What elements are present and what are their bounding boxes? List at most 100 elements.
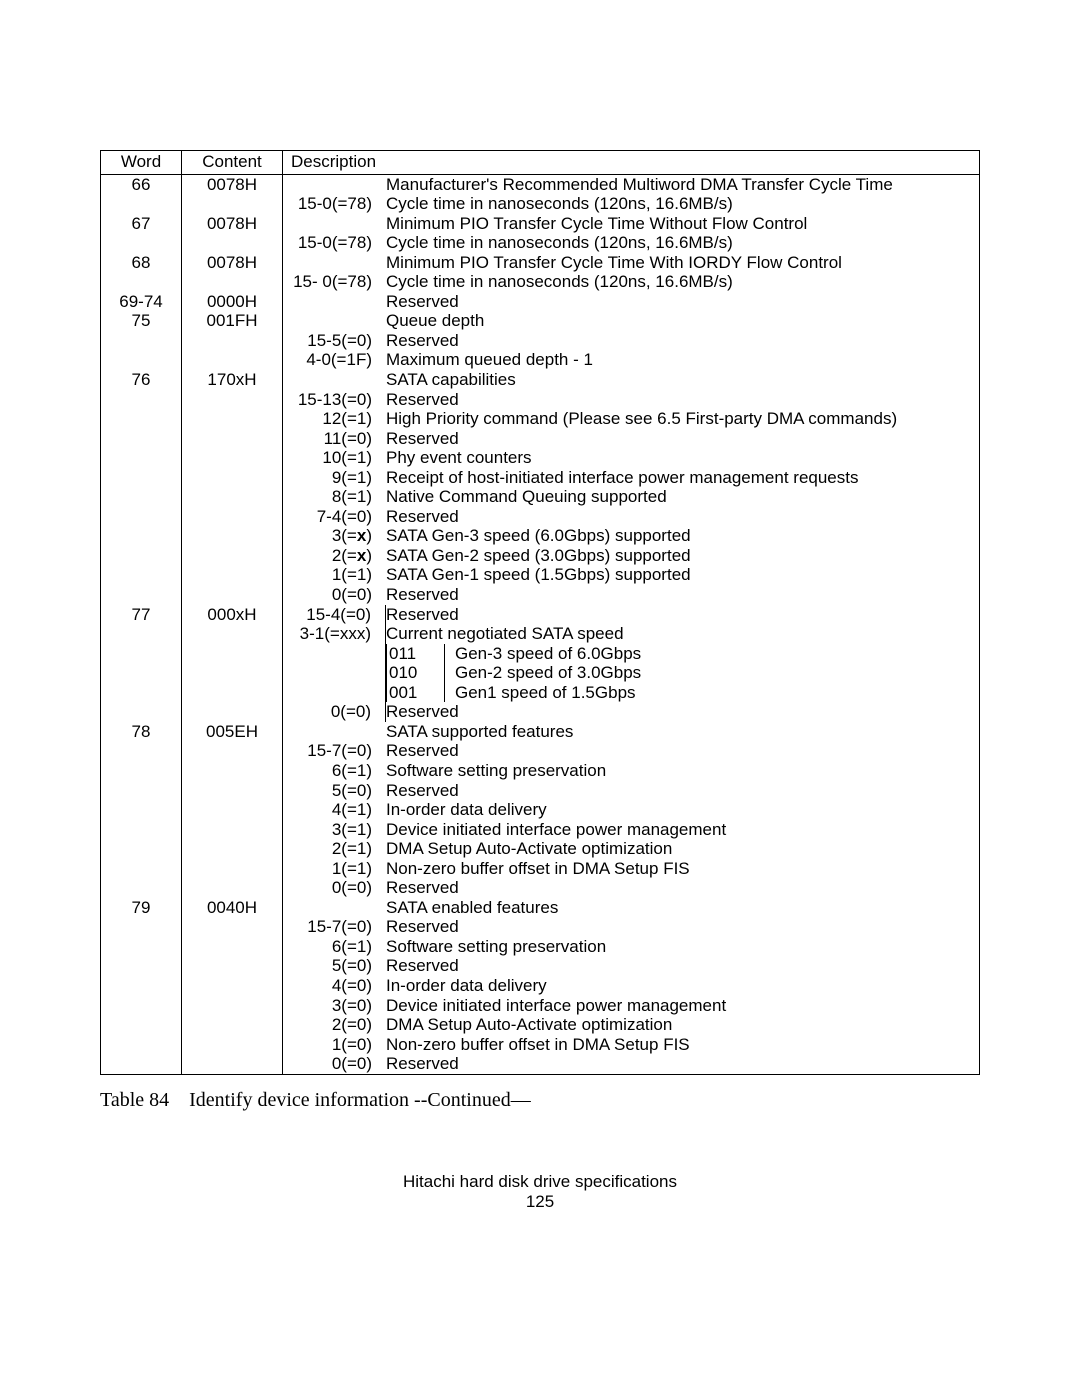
- cell-content: [182, 976, 283, 996]
- cell-content: [182, 781, 283, 801]
- cell-content: 0078H: [182, 214, 283, 234]
- description-text: In-order data delivery: [386, 976, 979, 996]
- cell-content: [182, 741, 283, 761]
- cell-content: [182, 663, 283, 683]
- description-text: Reserved: [386, 585, 979, 605]
- bits-field: 10(=1): [291, 448, 386, 468]
- description-text: Cycle time in nanoseconds (120ns, 16.6MB…: [386, 233, 979, 253]
- cell-description: SATA capabilities: [283, 370, 980, 390]
- description-text: Minimum PIO Transfer Cycle Time Without …: [386, 214, 979, 234]
- table-row: 15-7(=0)Reserved: [101, 741, 980, 761]
- table-row: 680078HMinimum PIO Transfer Cycle Time W…: [101, 253, 980, 273]
- cell-content: [182, 1035, 283, 1055]
- description-text: Cycle time in nanoseconds (120ns, 16.6MB…: [386, 272, 979, 292]
- cell-word: [101, 859, 182, 879]
- table-row: 8(=1)Native Command Queuing supported: [101, 487, 980, 507]
- cell-word: [101, 487, 182, 507]
- cell-description: 3(=0)Device initiated interface power ma…: [283, 996, 980, 1016]
- cell-description: 4(=0)In-order data delivery: [283, 976, 980, 996]
- bits-field: 2(=1): [291, 839, 386, 859]
- cell-word: [101, 761, 182, 781]
- cell-word: [101, 781, 182, 801]
- bits-field: 1(=0): [291, 1035, 386, 1055]
- table-row: 011Gen-3 speed of 6.0Gbps: [101, 644, 980, 664]
- cell-description: 2(=1)DMA Setup Auto-Activate optimizatio…: [283, 839, 980, 859]
- description-text: Reserved: [386, 390, 979, 410]
- bits-field: 9(=1): [291, 468, 386, 488]
- cell-word: [101, 194, 182, 214]
- bits-field: 1(=1): [291, 565, 386, 585]
- identify-device-table: Word Content Description 660078HManufact…: [100, 150, 980, 1075]
- description-text: High Priority command (Please see 6.5 Fi…: [386, 409, 979, 429]
- description-text: Device initiated interface power managem…: [386, 820, 979, 840]
- cell-word: [101, 917, 182, 937]
- table-row: 3(=0)Device initiated interface power ma…: [101, 996, 980, 1016]
- bits-field: 0(=0): [291, 702, 386, 722]
- cell-description: 3(=1)Device initiated interface power ma…: [283, 820, 980, 840]
- table-body: 660078HManufacturer's Recommended Multiw…: [101, 174, 980, 1074]
- speed-code: 001: [386, 683, 444, 703]
- cell-content: [182, 702, 283, 722]
- cell-word: 67: [101, 214, 182, 234]
- description-text: SATA enabled features: [386, 898, 979, 918]
- cell-description: 2(=x)SATA Gen-2 speed (3.0Gbps) supporte…: [283, 546, 980, 566]
- cell-word: [101, 429, 182, 449]
- cell-description: 15-0(=78)Cycle time in nanoseconds (120n…: [283, 233, 980, 253]
- cell-content: [182, 1054, 283, 1074]
- table-row: 9(=1)Receipt of host-initiated interface…: [101, 468, 980, 488]
- description-text: Minimum PIO Transfer Cycle Time With IOR…: [386, 253, 979, 273]
- cell-word: 69-74: [101, 292, 182, 312]
- table-row: 2(=0)DMA Setup Auto-Activate optimizatio…: [101, 1015, 980, 1035]
- table-header-row: Word Content Description: [101, 151, 980, 175]
- speed-label: Gen-2 speed of 3.0Gbps: [444, 663, 979, 683]
- description-text: SATA Gen-1 speed (1.5Gbps) supported: [386, 565, 979, 585]
- table-row: 10(=1)Phy event counters: [101, 448, 980, 468]
- table-caption: Table 84 Identify device information --C…: [100, 1089, 980, 1112]
- cell-description: 6(=1)Software setting preservation: [283, 937, 980, 957]
- description-text: Reserved: [386, 917, 979, 937]
- cell-word: [101, 624, 182, 644]
- cell-content: [182, 839, 283, 859]
- cell-word: [101, 1015, 182, 1035]
- cell-description: 15-7(=0)Reserved: [283, 917, 980, 937]
- cell-content: [182, 956, 283, 976]
- cell-description: Reserved: [283, 292, 980, 312]
- bits-field: 3-1(=xxx): [291, 624, 386, 644]
- cell-content: [182, 683, 283, 703]
- cell-description: 10(=1)Phy event counters: [283, 448, 980, 468]
- cell-description: 1(=0)Non-zero buffer offset in DMA Setup…: [283, 1035, 980, 1055]
- cell-content: [182, 194, 283, 214]
- cell-content: [182, 233, 283, 253]
- cell-content: 001FH: [182, 311, 283, 331]
- table-row: 4-0(=1F)Maximum queued depth - 1: [101, 350, 980, 370]
- description-text: Software setting preservation: [386, 761, 979, 781]
- cell-description: 1(=1)Non-zero buffer offset in DMA Setup…: [283, 859, 980, 879]
- table-row: 0(=0)Reserved: [101, 585, 980, 605]
- bits-field: [291, 644, 386, 664]
- bits-field: [291, 292, 386, 312]
- cell-content: [182, 409, 283, 429]
- cell-description: 011Gen-3 speed of 6.0Gbps: [283, 644, 980, 664]
- cell-content: 005EH: [182, 722, 283, 742]
- bits-field: 11(=0): [291, 429, 386, 449]
- cell-word: [101, 741, 182, 761]
- cell-description: 11(=0)Reserved: [283, 429, 980, 449]
- table-row: 010Gen-2 speed of 3.0Gbps: [101, 663, 980, 683]
- cell-word: [101, 526, 182, 546]
- cell-word: [101, 448, 182, 468]
- bits-field: [291, 214, 386, 234]
- cell-description: 3-1(=xxx)Current negotiated SATA speed: [283, 624, 980, 644]
- table-row: 4(=1)In-order data delivery: [101, 800, 980, 820]
- cell-word: [101, 350, 182, 370]
- table-row: 2(=1)DMA Setup Auto-Activate optimizatio…: [101, 839, 980, 859]
- cell-content: [182, 429, 283, 449]
- cell-description: Minimum PIO Transfer Cycle Time With IOR…: [283, 253, 980, 273]
- cell-description: SATA supported features: [283, 722, 980, 742]
- cell-description: 4-0(=1F)Maximum queued depth - 1: [283, 350, 980, 370]
- cell-word: [101, 507, 182, 527]
- bits-field: 15-7(=0): [291, 741, 386, 761]
- cell-word: [101, 331, 182, 351]
- table-row: 660078HManufacturer's Recommended Multiw…: [101, 174, 980, 194]
- cell-content: [182, 585, 283, 605]
- table-row: 11(=0)Reserved: [101, 429, 980, 449]
